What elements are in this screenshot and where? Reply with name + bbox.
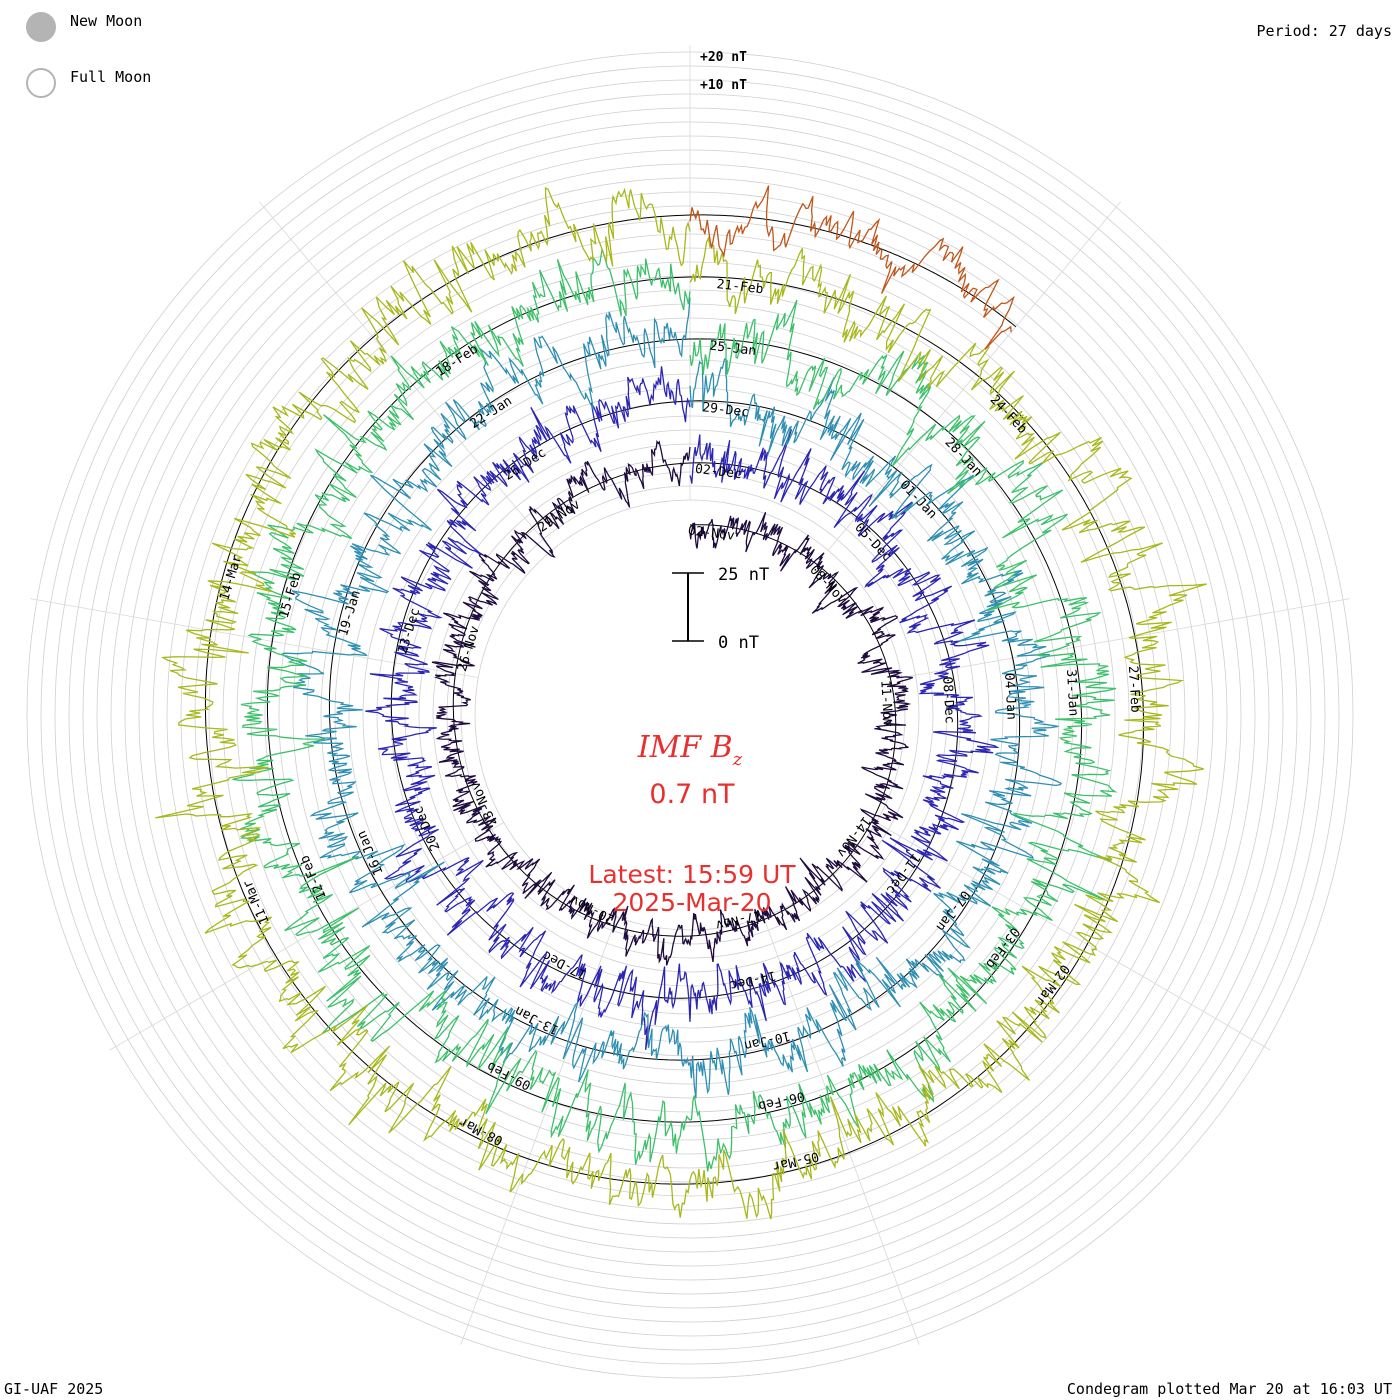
date-label: 25-Jan	[709, 339, 757, 359]
new-moon-icon	[26, 12, 56, 42]
date-label: 04-Jan	[1001, 673, 1019, 721]
date-label: 27-Feb	[1125, 665, 1143, 713]
full-moon-icon	[26, 68, 56, 98]
radial-spokes	[30, 45, 1350, 1345]
latest-time: Latest: 15:59 UT	[588, 860, 796, 889]
date-label: 11-Dec	[883, 850, 923, 897]
trace-5	[155, 186, 1207, 1220]
date-label: 03-Feb	[982, 924, 1022, 971]
date-label: 21-Feb	[716, 277, 765, 297]
plotted-label: Condegram plotted Mar 20 at 16:03 UT	[1066, 1380, 1392, 1398]
data-traces	[155, 185, 1207, 1220]
new-moon-label: New Moon	[70, 12, 143, 30]
full-moon-label: Full Moon	[70, 68, 152, 86]
ring-reference-labels: +20 nT +10 nT	[700, 50, 747, 93]
radial-spoke	[827, 201, 1121, 551]
reference-spiral-5	[204, 214, 1145, 1185]
reference-spiral-3	[328, 338, 1021, 1061]
scale-top-label: 25 nT	[718, 565, 769, 585]
center-readout: IMF Bz 0.7 nT Latest: 15:59 UT 2025-Mar-…	[588, 730, 796, 917]
credit-label: GI-UAF 2025	[4, 1380, 104, 1398]
grid-ring	[390, 415, 990, 1015]
ref-label-20: +20 nT	[700, 50, 747, 65]
date-label: 22-Jan	[467, 394, 514, 432]
radial-spoke	[109, 822, 505, 1051]
radial-spoke	[875, 822, 1271, 1051]
trace-3	[280, 297, 1063, 1099]
date-label: 02-Dec	[694, 462, 742, 482]
radial-spoke	[30, 598, 479, 679]
date-label: 07-Jan	[932, 887, 972, 934]
date-label: 12-Feb	[297, 853, 329, 902]
period-label: Period: 27 days	[1256, 22, 1392, 40]
latest-date: 2025-Mar-20	[612, 888, 771, 917]
date-label: 11-Nov	[877, 680, 895, 728]
legend-full-moon: Full Moon	[26, 68, 151, 98]
legend-new-moon: New Moon	[26, 12, 142, 42]
ref-label-10: +10 nT	[700, 78, 747, 93]
trace-1	[431, 439, 914, 966]
trace-4	[232, 248, 1118, 1172]
trace-2	[365, 366, 1000, 1050]
reference-spiral-4	[266, 276, 1083, 1123]
date-label: 02-Nov	[687, 523, 736, 543]
chart-title: IMF Bz	[637, 730, 743, 770]
radial-spoke	[259, 201, 553, 551]
trace-6	[689, 185, 1015, 350]
date-label: 13-Jan	[513, 1003, 562, 1038]
date-label: 29-Dec	[701, 400, 749, 420]
radial-spoke	[901, 598, 1350, 679]
scale-bottom-label: 0 nT	[718, 633, 759, 653]
date-label: 20-Nov	[568, 892, 617, 927]
date-label: 14-Mar	[217, 553, 245, 602]
reference-spiral-6	[690, 214, 1017, 328]
radial-spoke	[763, 916, 920, 1345]
current-value: 0.7 nT	[649, 779, 735, 810]
date-label: 08-Dec	[939, 676, 957, 724]
date-label: 31-Jan	[1063, 669, 1081, 717]
scale-bar: 25 nT 0 nT	[672, 565, 769, 653]
